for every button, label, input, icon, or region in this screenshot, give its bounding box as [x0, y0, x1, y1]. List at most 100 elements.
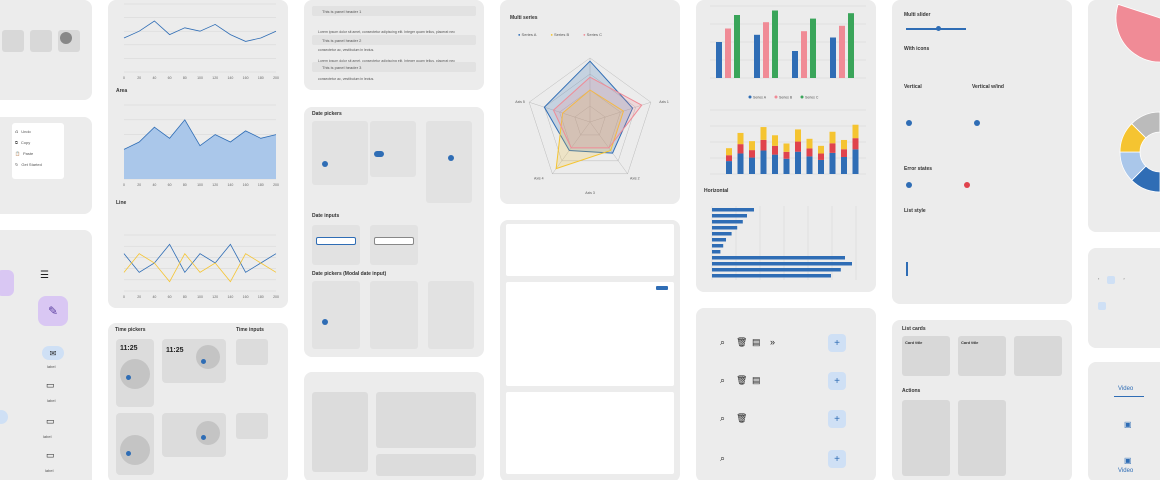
tick-label: 80 — [183, 183, 187, 187]
action-card[interactable] — [958, 400, 1006, 476]
page-button[interactable]: › — [1123, 276, 1125, 281]
accordion-header[interactable]: This is panel header 1 — [312, 6, 476, 16]
date-input[interactable] — [370, 225, 418, 265]
nav-item-active[interactable]: ✉ — [42, 346, 64, 360]
bar-segment — [841, 156, 847, 174]
tick-label: 100 — [197, 76, 203, 80]
menu-item[interactable]: ⧉ Copy — [15, 140, 31, 145]
search-icon[interactable]: ⌕ — [720, 453, 726, 463]
section-title: Multi slider — [904, 12, 931, 18]
shape-chip[interactable] — [2, 30, 24, 52]
tick-label: 80 — [183, 295, 187, 299]
menu-icon[interactable]: ☰ — [40, 270, 49, 281]
slider[interactable] — [906, 26, 966, 31]
radio[interactable] — [906, 182, 912, 188]
bar — [712, 268, 841, 272]
tab-video[interactable]: Video — [1118, 386, 1134, 392]
archive-icon[interactable]: ▤ — [752, 375, 761, 385]
fab-partial[interactable] — [0, 270, 14, 296]
list-card[interactable]: Card title — [958, 336, 1006, 376]
time-picker — [116, 413, 154, 475]
section-title: Time pickers — [115, 327, 146, 333]
add-button[interactable]: + — [828, 372, 846, 390]
page-button[interactable]: ‹ — [1098, 276, 1100, 281]
keyboard[interactable] — [312, 392, 368, 472]
menu: ⎌ Undo ⧉ Copy 📋 Paste ↻ Get Started — [12, 123, 64, 179]
page-button-active[interactable] — [1107, 276, 1116, 284]
tick-label: 20 — [137, 295, 141, 299]
bar — [754, 34, 760, 78]
menu-item[interactable]: ↻ Get Started — [15, 162, 42, 167]
radio[interactable] — [906, 120, 912, 126]
bar-segment — [772, 145, 778, 155]
chat-icon[interactable]: ▭ — [46, 416, 55, 426]
inbox-icon[interactable]: ▣ — [1124, 420, 1132, 429]
accordion-body: Lorem ipsum dolor sit amet, consectetur … — [318, 59, 455, 81]
clock-dial[interactable] — [196, 345, 220, 369]
bar-segment — [818, 159, 824, 174]
action-card[interactable] — [902, 400, 950, 476]
keyboard[interactable] — [376, 392, 476, 448]
legend: ● Series A ● Series B ● Series C — [518, 32, 602, 37]
date-picker — [426, 121, 472, 203]
toolbar: ⌕ 🗑 ▤ » + — [708, 334, 868, 354]
menu-item[interactable]: ⎌ Undo — [15, 129, 31, 134]
search-icon[interactable]: ⌕ — [720, 413, 726, 423]
bar — [712, 238, 726, 242]
tick-label: 60 — [168, 183, 172, 187]
tick-label: 160 — [243, 76, 249, 80]
bar-segment — [783, 158, 790, 174]
date-input[interactable] — [312, 225, 360, 265]
tabs-card: Video ▣ ▣ Video — [1088, 362, 1160, 480]
edit-fab[interactable]: ✎ — [38, 296, 68, 326]
radio-error[interactable] — [964, 182, 970, 188]
add-button[interactable]: + — [828, 334, 846, 352]
radar-grid — [528, 57, 652, 175]
search-icon[interactable]: ⌕ — [720, 337, 726, 347]
radar-series — [555, 89, 625, 170]
accordion-header[interactable]: This is panel header 3 — [312, 62, 476, 72]
tab-video[interactable]: Video — [1118, 468, 1134, 474]
video-icon[interactable]: ▣ — [1124, 456, 1132, 465]
time-input[interactable] — [236, 339, 268, 365]
clock-dial[interactable] — [120, 359, 150, 389]
accordion-header[interactable]: This is panel header 2 — [312, 35, 476, 45]
delete-icon[interactable]: 🗑 — [736, 413, 748, 423]
page-button-active[interactable] — [1098, 302, 1106, 310]
keyboard-card — [304, 372, 484, 480]
video-icon[interactable]: ▭ — [46, 450, 55, 460]
plus-icon: + — [834, 337, 840, 349]
menu-item[interactable]: 📋 Paste — [15, 151, 34, 156]
bar-segment — [806, 148, 813, 157]
delete-icon[interactable]: 🗑 — [736, 375, 748, 385]
slider-vertical[interactable] — [906, 262, 908, 276]
shape-icon — [60, 32, 72, 44]
archive-icon[interactable]: ▤ — [752, 337, 761, 347]
tick-label: 0 — [123, 76, 125, 80]
radar-series — [543, 60, 634, 154]
bar — [772, 10, 778, 78]
toolbar: ⌕ + — [708, 450, 868, 470]
delete-icon[interactable]: 🗑 — [736, 337, 748, 347]
keyboard[interactable] — [376, 454, 476, 476]
tick-label: 180 — [258, 295, 264, 299]
radar-chart: Axis 1 Axis 2 Axis 3 Axis 4 Axis 5 — [515, 57, 669, 195]
tick-label: 20 — [137, 183, 141, 187]
shape-chip[interactable] — [30, 30, 52, 52]
add-button[interactable]: + — [828, 450, 846, 468]
more-icon[interactable]: » — [770, 337, 776, 347]
chat-icon[interactable]: ▭ — [46, 380, 55, 390]
list-card[interactable]: Card title — [902, 336, 950, 376]
bar — [712, 232, 732, 236]
table — [506, 282, 674, 386]
radio[interactable] — [974, 120, 980, 126]
search-icon[interactable]: ⌕ — [720, 375, 726, 385]
nav-item-partial[interactable] — [0, 410, 8, 424]
list-card[interactable] — [1014, 336, 1062, 376]
chart-title: Horizontal — [704, 188, 729, 194]
time-input[interactable] — [236, 413, 268, 439]
bar-segment — [818, 153, 824, 160]
add-button[interactable]: + — [828, 410, 846, 428]
chart-title: Multi series — [510, 15, 538, 21]
bar-segment — [829, 152, 836, 174]
